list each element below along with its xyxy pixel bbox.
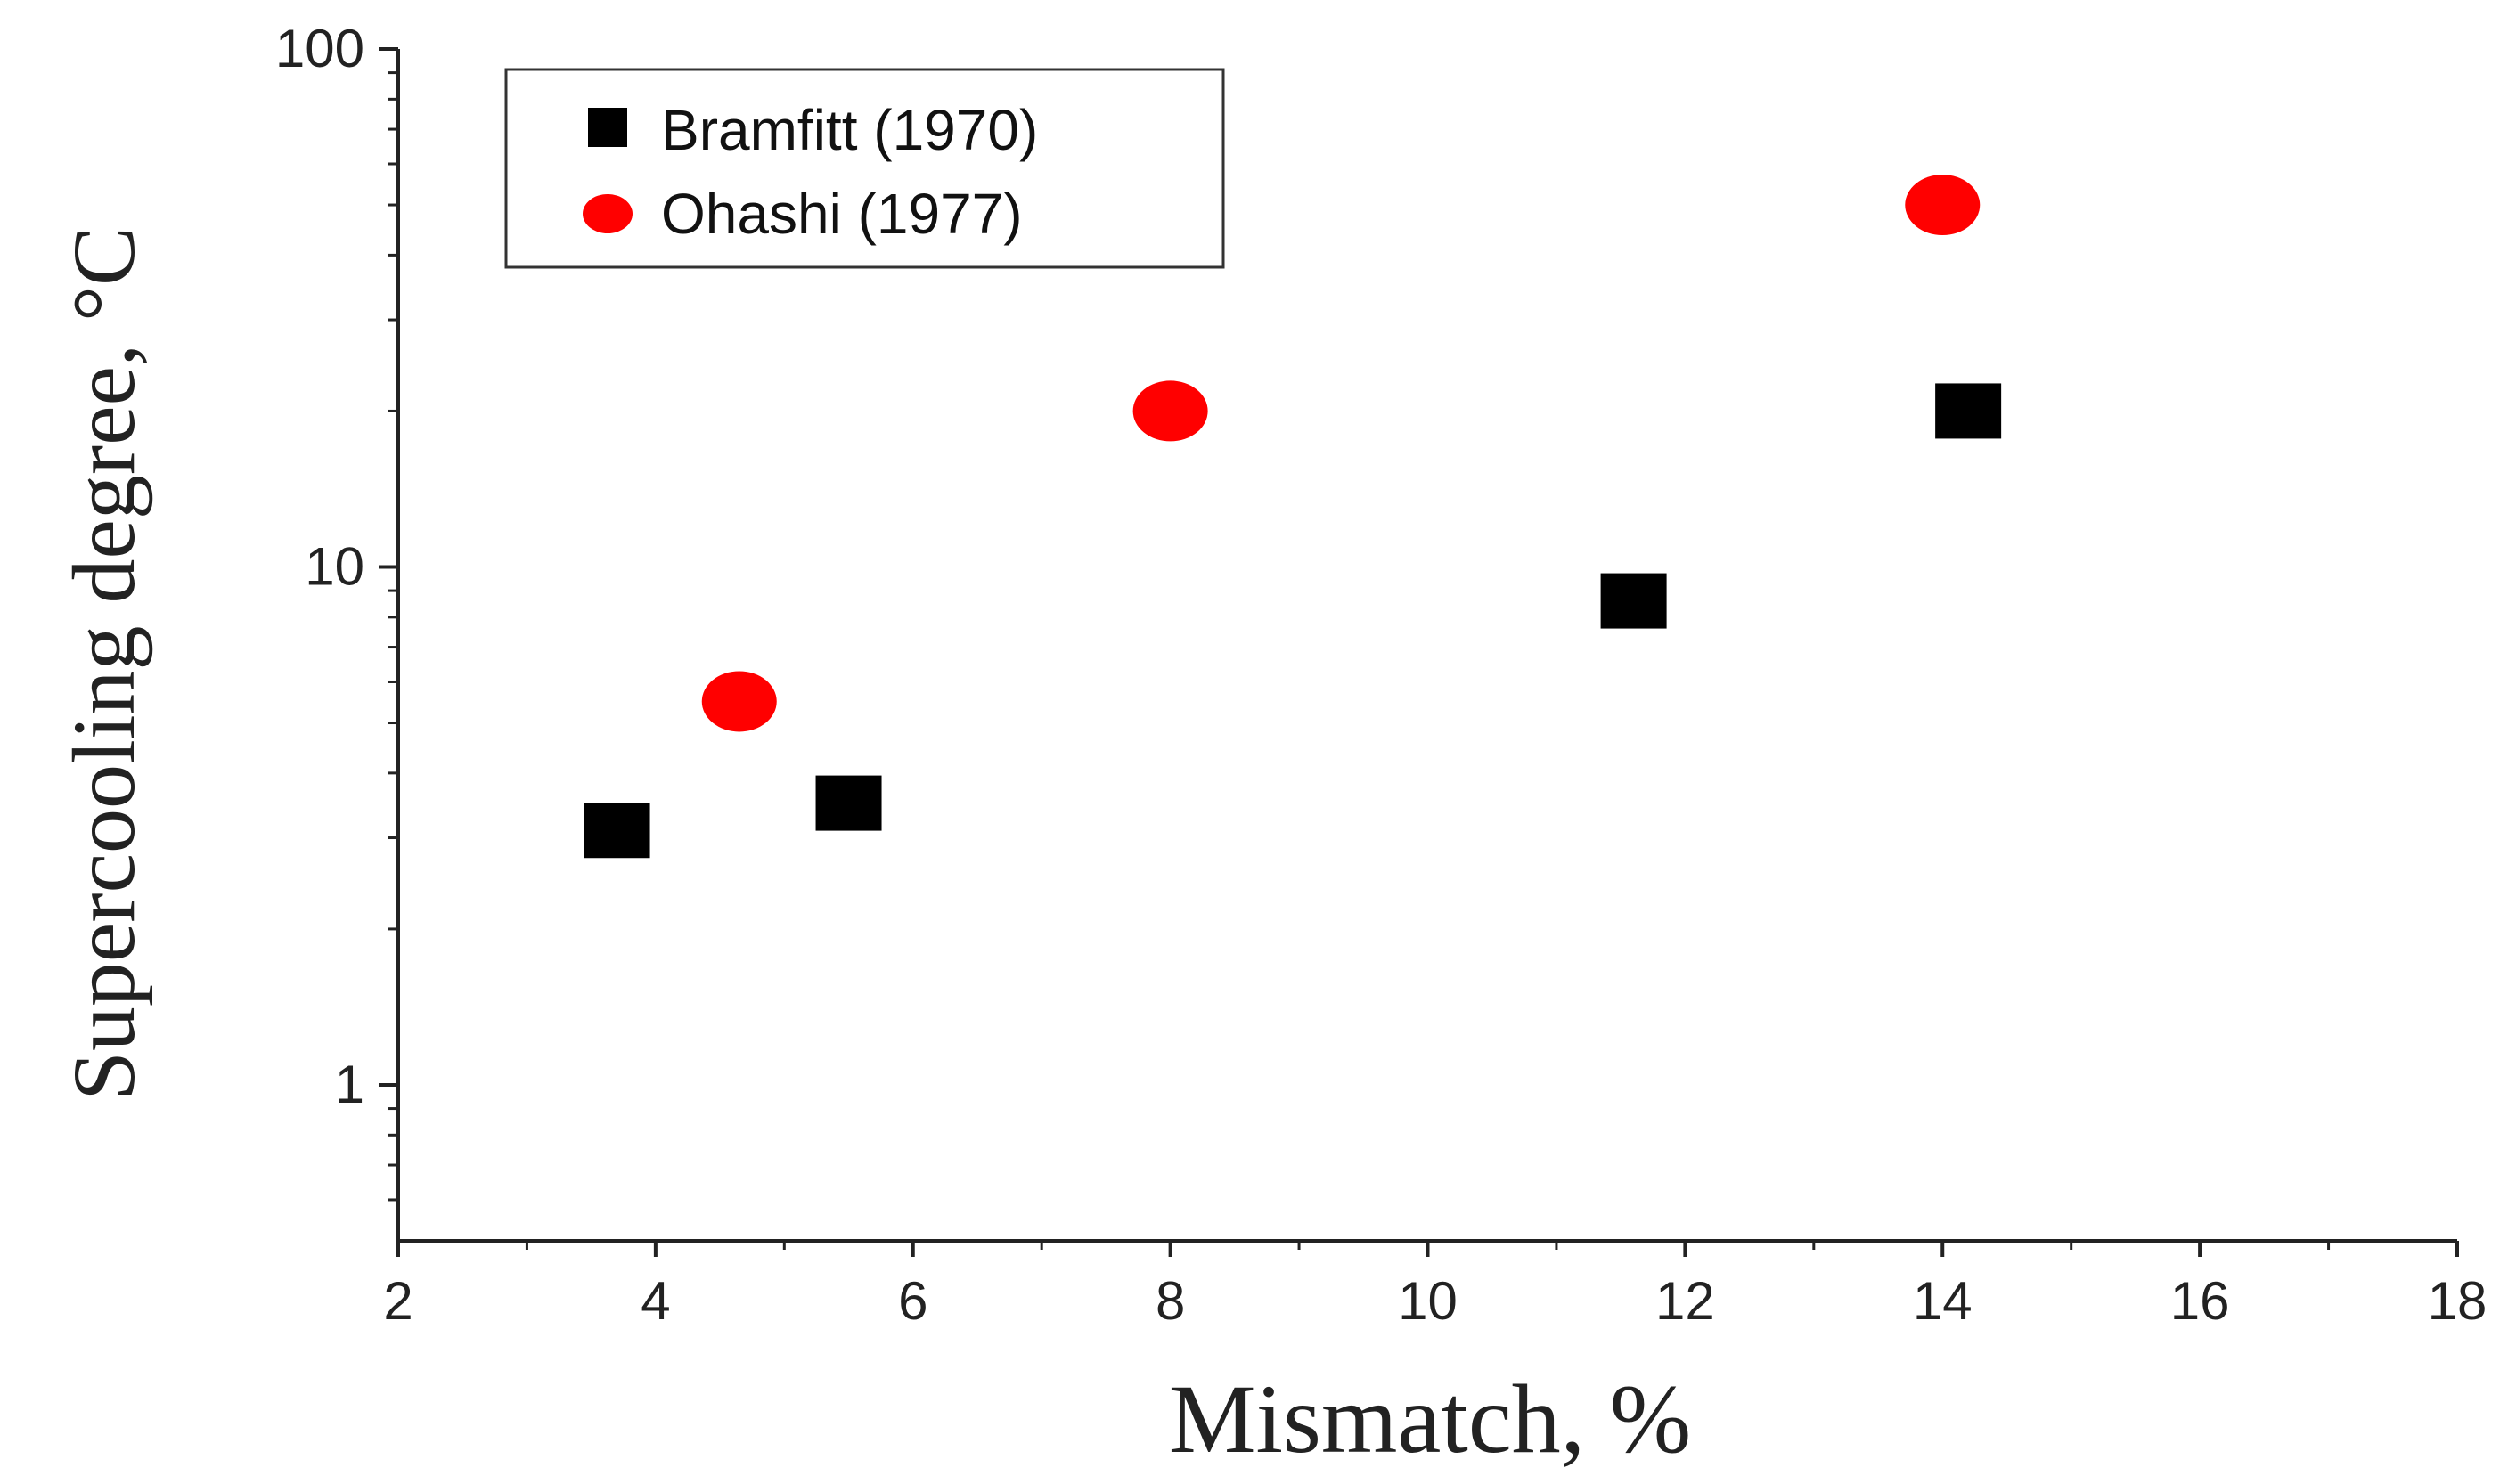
x-axis-title: Mismatch, % xyxy=(1169,1365,1692,1473)
legend-marker-bramfitt xyxy=(588,108,627,147)
axis-ticks: 2 4 6 8 10 12 14 16 18 1 10 100 xyxy=(275,19,2487,1331)
y-axis-title: Supercooling degree, °C xyxy=(54,226,153,1100)
x-tick-label: 18 xyxy=(2428,1271,2488,1331)
x-tick-label: 10 xyxy=(1398,1271,1458,1331)
x-tick-label: 2 xyxy=(383,1271,413,1331)
point-ohashi xyxy=(701,671,777,732)
legend: Bramfitt (1970) Ohashi (1977) xyxy=(504,68,1225,269)
legend-label-bramfitt: Bramfitt (1970) xyxy=(661,98,1038,162)
legend-label-ohashi: Ohashi (1977) xyxy=(661,182,1023,246)
legend-marker-ohashi xyxy=(583,194,633,233)
point-ohashi xyxy=(1905,175,1981,236)
y-tick-label: 10 xyxy=(305,536,364,596)
data-points xyxy=(584,175,2002,859)
x-tick-label: 4 xyxy=(641,1271,670,1331)
x-tick-label: 12 xyxy=(1655,1271,1715,1331)
y-tick-label: 100 xyxy=(275,19,364,78)
point-ohashi xyxy=(1132,380,1208,442)
point-bramfitt xyxy=(1600,573,1667,629)
x-tick-label: 8 xyxy=(1156,1271,1185,1331)
y-tick-label: 1 xyxy=(335,1055,364,1114)
point-bramfitt xyxy=(815,775,882,831)
x-tick-label: 16 xyxy=(2170,1271,2230,1331)
point-bramfitt xyxy=(1935,383,2002,439)
point-bramfitt xyxy=(584,803,650,859)
x-tick-label: 6 xyxy=(898,1271,927,1331)
x-tick-label: 14 xyxy=(1913,1271,1973,1331)
legend-box xyxy=(504,68,1225,269)
